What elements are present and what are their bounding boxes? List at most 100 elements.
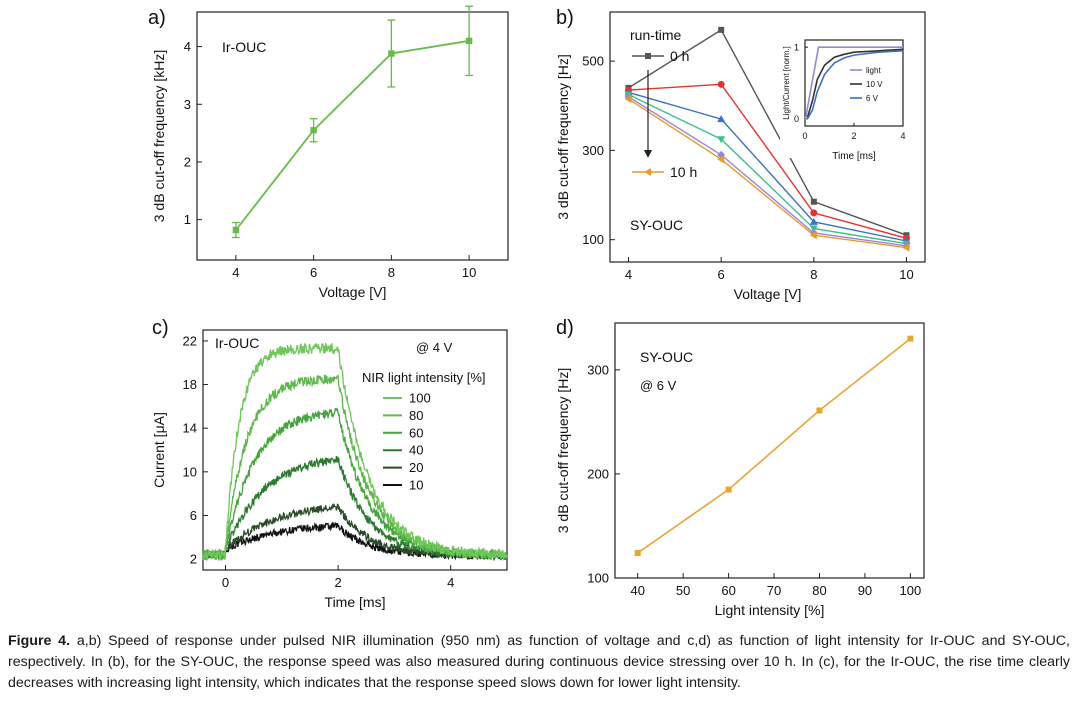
legend-label: 80 [409, 408, 423, 423]
y-tick-label: 3 [184, 97, 191, 112]
x-tick-label: 60 [721, 583, 735, 598]
data-point [809, 231, 817, 240]
axes-frame [614, 322, 925, 579]
data-point [725, 486, 732, 493]
data-point [718, 26, 725, 33]
x-tick-label: 90 [858, 583, 872, 598]
y-axis-label: Light/Current [norm.] [782, 46, 791, 119]
data-point [902, 243, 910, 252]
x-tick-label: 8 [388, 265, 395, 280]
series-line [628, 96, 907, 247]
series-line [628, 83, 907, 239]
x-tick-label: 0 [802, 131, 807, 141]
y-tick-label: 1 [794, 42, 799, 52]
legend-label: 10 h [670, 164, 697, 180]
panel-annotation: Ir-OUC [222, 39, 266, 55]
y-axis-label: Current [μA] [151, 412, 167, 488]
y-tick-label: 2 [184, 155, 191, 170]
panel-label: b) [556, 7, 574, 29]
y-tick-label: 300 [582, 143, 604, 158]
series-line [202, 341, 508, 562]
legend-label: 40 [409, 443, 423, 458]
data-point [717, 136, 726, 144]
figure-caption: Figure 4. a,b) Speed of response under p… [8, 631, 1070, 694]
y-tick-label: 100 [582, 232, 604, 247]
y-tick-label: 10 [183, 464, 197, 479]
data-point [816, 407, 823, 414]
data-point [907, 335, 914, 342]
legend-label: 100 [409, 391, 431, 406]
data-point [810, 198, 817, 205]
x-tick-label: 10 [899, 267, 913, 282]
panel-label: a) [148, 7, 166, 29]
x-axis-label: Light intensity [%] [715, 602, 825, 618]
data-point [310, 127, 317, 134]
axes-frame [609, 11, 926, 263]
panel-label: c) [152, 317, 169, 339]
x-axis-label: Time [ms] [832, 151, 876, 162]
data-point [634, 550, 641, 557]
legend-arrowhead [644, 150, 652, 158]
legend-marker [645, 53, 651, 59]
legend-title: NIR light intensity [%] [362, 370, 486, 385]
y-axis-label: 3 dB cut-off frequency [Hz] [555, 54, 571, 220]
y-tick-label: 100 [587, 571, 609, 586]
y-tick-label: 0 [794, 114, 799, 124]
x-tick-label: 2 [334, 575, 341, 590]
x-axis-label: Time [ms] [325, 594, 386, 610]
x-axis-label: Voltage [V] [319, 284, 387, 300]
panel-annotation-2: @ 6 V [640, 378, 677, 393]
panel-label: d) [556, 317, 574, 339]
x-tick-label: 10 [462, 265, 476, 280]
y-tick-label: 2 [190, 552, 197, 567]
y-tick-label: 300 [587, 362, 609, 377]
x-tick-label: 50 [676, 583, 690, 598]
series-line [637, 337, 911, 554]
x-tick-label: 80 [812, 583, 826, 598]
panel-d: d) 40 50 60 70 80 90 100 100 200 300 Light intensit… [555, 317, 925, 618]
y-tick-label: 500 [582, 54, 604, 69]
series-line [628, 93, 907, 245]
axes-frame [202, 329, 508, 571]
panel-annotation: Ir-OUC [215, 335, 259, 351]
y-tick-label: 4 [184, 39, 191, 54]
x-tick-label: 6 [310, 265, 317, 280]
series-line [628, 28, 907, 236]
x-tick-label: 6 [718, 267, 725, 282]
legend-label: 0 h [670, 48, 689, 64]
x-tick-label: 70 [767, 583, 781, 598]
x-tick-label: 0 [222, 575, 229, 590]
legend-marker [644, 168, 651, 176]
x-tick-label: 40 [630, 583, 644, 598]
inset-legend-label: light [866, 66, 881, 75]
x-axis-label: Voltage [V] [734, 286, 802, 302]
y-tick-label: 6 [190, 508, 197, 523]
inset-legend-label: 6 V [866, 94, 879, 103]
legend-label: 20 [409, 460, 423, 475]
x-tick-label: 2 [851, 131, 856, 141]
y-tick-label: 18 [183, 377, 197, 392]
data-point [810, 209, 818, 217]
y-tick-label: 200 [587, 466, 609, 481]
y-tick-label: 1 [184, 212, 191, 227]
data-point [388, 50, 395, 57]
y-tick-label: 22 [183, 333, 197, 348]
inset-series-line [806, 50, 904, 120]
y-axis-label: 3 dB cut-off frequency [kHz] [151, 50, 167, 223]
series-line [235, 39, 470, 231]
x-tick-label: 100 [900, 583, 922, 598]
axes-frame [196, 11, 509, 261]
caption-label: Figure 4. [8, 633, 71, 649]
caption-text: a,b) Speed of response under pulsed NIR … [8, 633, 1070, 691]
legend-label: 10 [409, 478, 423, 493]
data-point [717, 80, 725, 88]
x-tick-label: 4 [232, 265, 239, 280]
inset-series-line [804, 46, 903, 120]
data-point [232, 226, 240, 234]
x-tick-label: 4 [625, 267, 632, 282]
panel-annotation: SY-OUC [640, 349, 693, 365]
series-line [628, 98, 907, 249]
inset-legend-label: 10 V [866, 80, 883, 89]
